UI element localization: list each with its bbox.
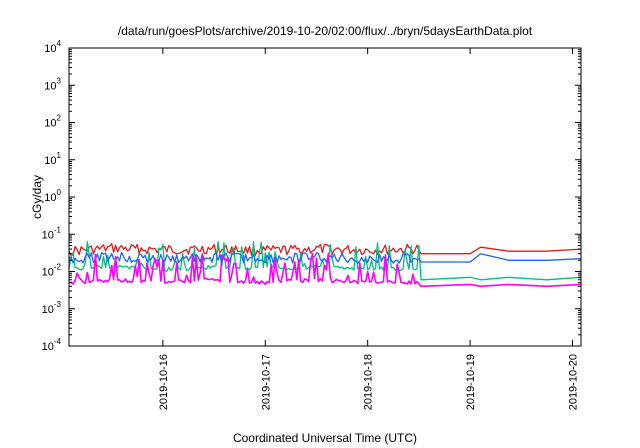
x-axis-label: Coordinated Universal Time (UTC) (233, 431, 417, 445)
series-line (68, 251, 582, 265)
y-tick-base: 10 (44, 192, 56, 204)
y-tick-exponent: -1 (54, 225, 62, 234)
y-tick-label: 10-1 (42, 225, 62, 241)
y-tick-label: 103 (44, 76, 61, 92)
y-tick-label: 100 (44, 188, 61, 204)
y-tick-base: 10 (44, 155, 56, 167)
y-tick-label: 104 (44, 39, 61, 55)
y-tick-exponent: 1 (57, 151, 62, 160)
x-axis: 2019-10-16 2019-10-17 2019-10-18 2019-10-19… (158, 48, 579, 410)
y-tick-base: 10 (44, 118, 56, 130)
series-line (68, 252, 582, 288)
y-tick-base: 10 (42, 229, 54, 241)
y-tick-exponent: -3 (54, 300, 62, 309)
y-tick-label: 10-2 (42, 263, 62, 279)
y-tick-label: 10-3 (42, 300, 62, 316)
y-tick-base: 10 (44, 80, 56, 92)
plot-frame (68, 47, 582, 347)
y-tick-exponent: 2 (57, 114, 62, 123)
x-tick-label: 2019-10-17 (260, 354, 272, 410)
y-tick-exponent: 3 (57, 76, 62, 85)
y-tick-label: 101 (44, 151, 61, 167)
chart-title: /data/run/goesPlots/archive/2019-10-20/0… (118, 24, 533, 38)
y-tick-base: 10 (42, 304, 54, 316)
x-tick-label: 2019-10-19 (465, 354, 477, 410)
y-tick-base: 10 (42, 341, 54, 353)
y-tick-exponent: 4 (57, 39, 62, 48)
x-tick-label: 2019-10-18 (363, 354, 375, 410)
y-tick-base: 10 (42, 267, 54, 279)
series-line (68, 240, 582, 281)
y-tick-exponent: -4 (54, 337, 62, 346)
y-tick-label: 102 (44, 114, 61, 130)
x-tick-label: 2019-10-20 (567, 354, 579, 410)
y-tick-label: 10-4 (42, 337, 62, 353)
y-axis-label: cGy/day (30, 175, 44, 219)
x-tick-label: 2019-10-16 (158, 354, 170, 410)
y-tick-exponent: 0 (57, 188, 62, 197)
series-line (68, 242, 582, 256)
y-tick-base: 10 (44, 43, 56, 55)
series-layer (68, 240, 582, 288)
y-tick-exponent: -2 (54, 263, 62, 272)
